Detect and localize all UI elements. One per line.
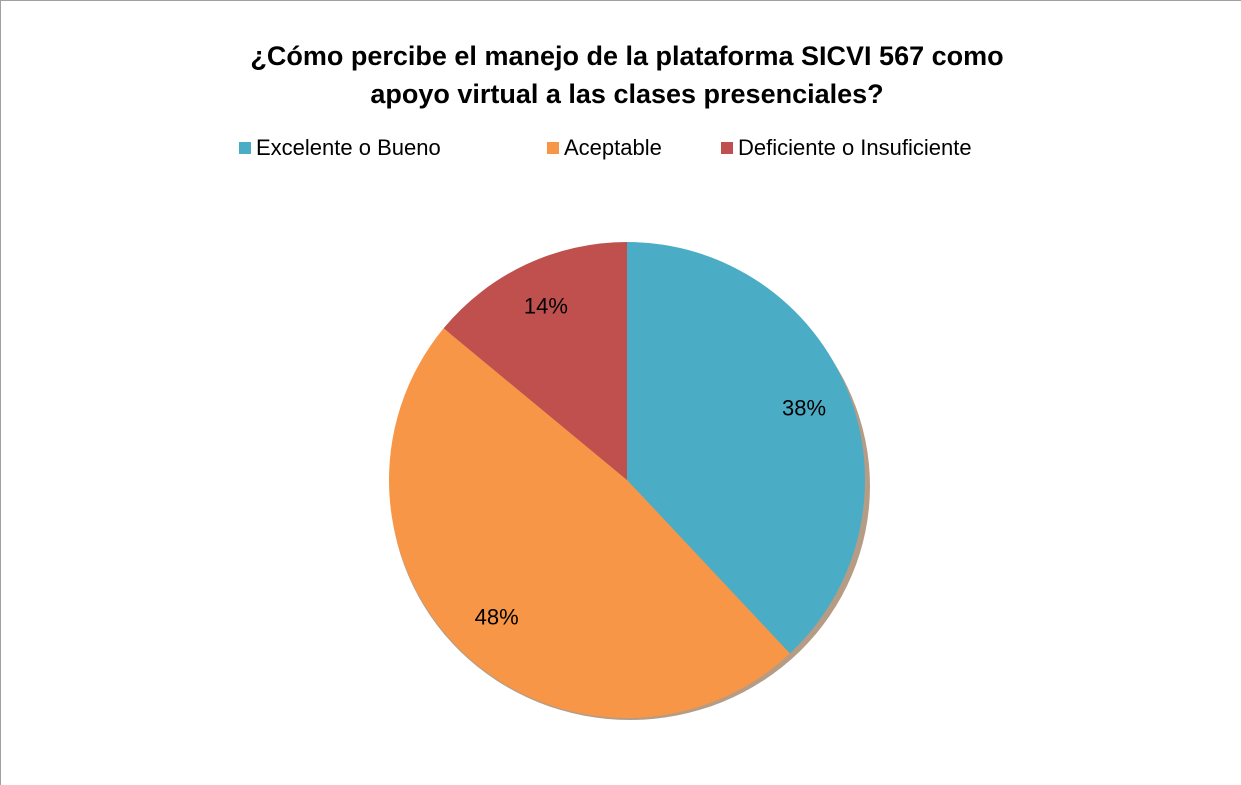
- chart-title: apoyo virtual a las clases presenciales?: [370, 79, 883, 109]
- legend-label: Aceptable: [564, 135, 662, 160]
- legend-swatch: [239, 142, 251, 154]
- data-label: 14%: [524, 294, 568, 319]
- data-label: 38%: [782, 396, 826, 421]
- legend-label: Deficiente o Insuficiente: [738, 135, 972, 160]
- pie-slice: [443, 241, 627, 480]
- pie-slice: [627, 242, 866, 654]
- legend-swatch: [721, 142, 733, 154]
- legend-label: Excelente o Bueno: [256, 135, 441, 160]
- chart-title: ¿Cómo percibe el manejo de la plataforma…: [250, 41, 1003, 71]
- data-label: 48%: [475, 605, 519, 630]
- legend-swatch: [547, 142, 559, 154]
- pie-slice: [388, 328, 790, 719]
